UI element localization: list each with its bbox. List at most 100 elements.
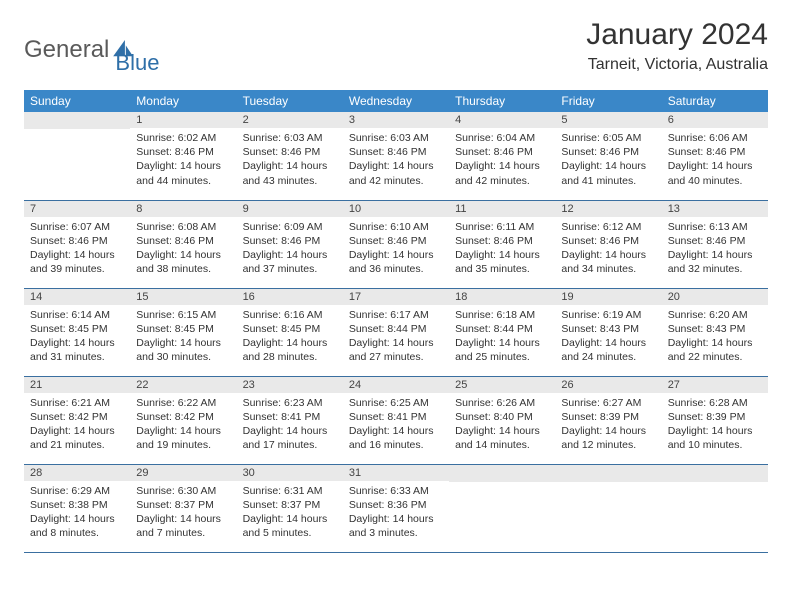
day-number: 24 bbox=[343, 377, 449, 393]
day-number-bar bbox=[24, 112, 130, 129]
calendar-cell bbox=[662, 464, 768, 552]
sunrise-line: Sunrise: 6:29 AM bbox=[30, 484, 124, 498]
calendar-table: SundayMondayTuesdayWednesdayThursdayFrid… bbox=[24, 90, 768, 553]
sunset-line: Sunset: 8:46 PM bbox=[136, 145, 230, 159]
logo-word-2: Blue bbox=[115, 50, 159, 76]
daylight-line: Daylight: 14 hours and 31 minutes. bbox=[30, 336, 124, 364]
sunrise-line: Sunrise: 6:31 AM bbox=[243, 484, 337, 498]
header: General Blue January 2024 Tarneit, Victo… bbox=[24, 18, 768, 76]
calendar-cell: 4Sunrise: 6:04 AMSunset: 8:46 PMDaylight… bbox=[449, 112, 555, 200]
sunrise-line: Sunrise: 6:22 AM bbox=[136, 396, 230, 410]
sunrise-line: Sunrise: 6:09 AM bbox=[243, 220, 337, 234]
sunset-line: Sunset: 8:45 PM bbox=[243, 322, 337, 336]
day-details: Sunrise: 6:26 AMSunset: 8:40 PMDaylight:… bbox=[449, 393, 555, 459]
weekday-header-row: SundayMondayTuesdayWednesdayThursdayFrid… bbox=[24, 90, 768, 112]
day-details: Sunrise: 6:06 AMSunset: 8:46 PMDaylight:… bbox=[662, 128, 768, 194]
logo: General Blue bbox=[24, 24, 159, 76]
sunrise-line: Sunrise: 6:14 AM bbox=[30, 308, 124, 322]
day-details: Sunrise: 6:03 AMSunset: 8:46 PMDaylight:… bbox=[237, 128, 343, 194]
day-number: 2 bbox=[237, 112, 343, 128]
sunset-line: Sunset: 8:39 PM bbox=[668, 410, 762, 424]
day-details: Sunrise: 6:04 AMSunset: 8:46 PMDaylight:… bbox=[449, 128, 555, 194]
daylight-line: Daylight: 14 hours and 12 minutes. bbox=[561, 424, 655, 452]
calendar-cell: 15Sunrise: 6:15 AMSunset: 8:45 PMDayligh… bbox=[130, 288, 236, 376]
sunset-line: Sunset: 8:46 PM bbox=[455, 234, 549, 248]
sunrise-line: Sunrise: 6:17 AM bbox=[349, 308, 443, 322]
sunset-line: Sunset: 8:42 PM bbox=[30, 410, 124, 424]
day-number: 25 bbox=[449, 377, 555, 393]
weekday-header: Friday bbox=[555, 90, 661, 112]
sunset-line: Sunset: 8:46 PM bbox=[561, 234, 655, 248]
sunrise-line: Sunrise: 6:04 AM bbox=[455, 131, 549, 145]
calendar-cell: 31Sunrise: 6:33 AMSunset: 8:36 PMDayligh… bbox=[343, 464, 449, 552]
day-number: 22 bbox=[130, 377, 236, 393]
daylight-line: Daylight: 14 hours and 42 minutes. bbox=[455, 159, 549, 187]
daylight-line: Daylight: 14 hours and 40 minutes. bbox=[668, 159, 762, 187]
day-details: Sunrise: 6:20 AMSunset: 8:43 PMDaylight:… bbox=[662, 305, 768, 371]
daylight-line: Daylight: 14 hours and 27 minutes. bbox=[349, 336, 443, 364]
calendar-cell: 21Sunrise: 6:21 AMSunset: 8:42 PMDayligh… bbox=[24, 376, 130, 464]
title-block: January 2024 Tarneit, Victoria, Australi… bbox=[586, 18, 768, 74]
daylight-line: Daylight: 14 hours and 34 minutes. bbox=[561, 248, 655, 276]
calendar-cell: 23Sunrise: 6:23 AMSunset: 8:41 PMDayligh… bbox=[237, 376, 343, 464]
day-details: Sunrise: 6:08 AMSunset: 8:46 PMDaylight:… bbox=[130, 217, 236, 283]
daylight-line: Daylight: 14 hours and 28 minutes. bbox=[243, 336, 337, 364]
sunset-line: Sunset: 8:46 PM bbox=[243, 145, 337, 159]
day-number: 5 bbox=[555, 112, 661, 128]
weekday-header: Tuesday bbox=[237, 90, 343, 112]
calendar-cell bbox=[555, 464, 661, 552]
sunset-line: Sunset: 8:38 PM bbox=[30, 498, 124, 512]
calendar-cell: 28Sunrise: 6:29 AMSunset: 8:38 PMDayligh… bbox=[24, 464, 130, 552]
sunrise-line: Sunrise: 6:10 AM bbox=[349, 220, 443, 234]
sunrise-line: Sunrise: 6:15 AM bbox=[136, 308, 230, 322]
day-details: Sunrise: 6:25 AMSunset: 8:41 PMDaylight:… bbox=[343, 393, 449, 459]
day-number: 3 bbox=[343, 112, 449, 128]
day-details: Sunrise: 6:33 AMSunset: 8:36 PMDaylight:… bbox=[343, 481, 449, 547]
day-number: 14 bbox=[24, 289, 130, 305]
calendar-cell: 1Sunrise: 6:02 AMSunset: 8:46 PMDaylight… bbox=[130, 112, 236, 200]
day-details: Sunrise: 6:27 AMSunset: 8:39 PMDaylight:… bbox=[555, 393, 661, 459]
sunset-line: Sunset: 8:46 PM bbox=[668, 145, 762, 159]
sunset-line: Sunset: 8:46 PM bbox=[455, 145, 549, 159]
sunset-line: Sunset: 8:46 PM bbox=[561, 145, 655, 159]
daylight-line: Daylight: 14 hours and 25 minutes. bbox=[455, 336, 549, 364]
daylight-line: Daylight: 14 hours and 17 minutes. bbox=[243, 424, 337, 452]
day-details: Sunrise: 6:02 AMSunset: 8:46 PMDaylight:… bbox=[130, 128, 236, 194]
calendar-body: 1Sunrise: 6:02 AMSunset: 8:46 PMDaylight… bbox=[24, 112, 768, 552]
month-title: January 2024 bbox=[586, 18, 768, 52]
day-details: Sunrise: 6:22 AMSunset: 8:42 PMDaylight:… bbox=[130, 393, 236, 459]
calendar-cell: 24Sunrise: 6:25 AMSunset: 8:41 PMDayligh… bbox=[343, 376, 449, 464]
daylight-line: Daylight: 14 hours and 3 minutes. bbox=[349, 512, 443, 540]
sunrise-line: Sunrise: 6:28 AM bbox=[668, 396, 762, 410]
calendar-cell bbox=[24, 112, 130, 200]
sunset-line: Sunset: 8:45 PM bbox=[30, 322, 124, 336]
sunrise-line: Sunrise: 6:23 AM bbox=[243, 396, 337, 410]
day-number: 12 bbox=[555, 201, 661, 217]
sunrise-line: Sunrise: 6:05 AM bbox=[561, 131, 655, 145]
sunset-line: Sunset: 8:45 PM bbox=[136, 322, 230, 336]
sunrise-line: Sunrise: 6:16 AM bbox=[243, 308, 337, 322]
day-number: 10 bbox=[343, 201, 449, 217]
calendar-cell: 10Sunrise: 6:10 AMSunset: 8:46 PMDayligh… bbox=[343, 200, 449, 288]
day-number: 9 bbox=[237, 201, 343, 217]
day-details: Sunrise: 6:28 AMSunset: 8:39 PMDaylight:… bbox=[662, 393, 768, 459]
day-details: Sunrise: 6:17 AMSunset: 8:44 PMDaylight:… bbox=[343, 305, 449, 371]
sunset-line: Sunset: 8:44 PM bbox=[455, 322, 549, 336]
day-number: 1 bbox=[130, 112, 236, 128]
logo-word-1: General bbox=[24, 36, 109, 64]
day-number: 16 bbox=[237, 289, 343, 305]
sunrise-line: Sunrise: 6:26 AM bbox=[455, 396, 549, 410]
day-number-bar bbox=[449, 465, 555, 482]
location: Tarneit, Victoria, Australia bbox=[586, 56, 768, 74]
calendar-cell: 11Sunrise: 6:11 AMSunset: 8:46 PMDayligh… bbox=[449, 200, 555, 288]
calendar-cell: 30Sunrise: 6:31 AMSunset: 8:37 PMDayligh… bbox=[237, 464, 343, 552]
sunrise-line: Sunrise: 6:02 AM bbox=[136, 131, 230, 145]
sunset-line: Sunset: 8:39 PM bbox=[561, 410, 655, 424]
sunrise-line: Sunrise: 6:03 AM bbox=[349, 131, 443, 145]
weekday-header: Monday bbox=[130, 90, 236, 112]
day-number: 7 bbox=[24, 201, 130, 217]
day-number: 31 bbox=[343, 465, 449, 481]
calendar-cell: 18Sunrise: 6:18 AMSunset: 8:44 PMDayligh… bbox=[449, 288, 555, 376]
day-details: Sunrise: 6:05 AMSunset: 8:46 PMDaylight:… bbox=[555, 128, 661, 194]
day-number: 26 bbox=[555, 377, 661, 393]
